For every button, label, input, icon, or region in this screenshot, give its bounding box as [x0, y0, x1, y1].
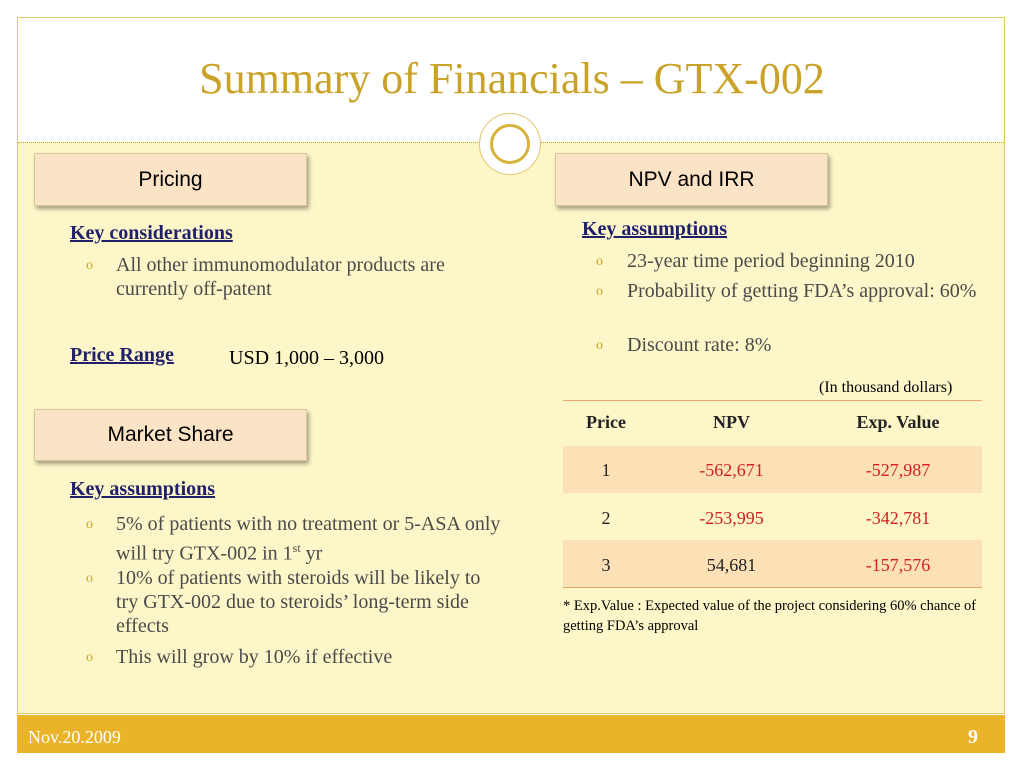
circle-bullet-icon: o — [596, 254, 603, 269]
table-cell-price: 2 — [601, 508, 611, 528]
market-share-header: Market Share — [34, 409, 307, 461]
superscript-st: st — [292, 541, 301, 555]
table-header-exp-value: Exp. Value — [856, 412, 940, 432]
table-bottom-rule — [563, 587, 982, 588]
table-row-shade — [563, 540, 982, 587]
footer-date: Nov.20.2009 — [28, 727, 121, 747]
pricing-considerations-heading: Key considerations — [70, 222, 233, 244]
table-row-shade — [563, 446, 982, 493]
circle-bullet-icon: o — [86, 517, 93, 532]
table-unit-note: (In thousand dollars) — [819, 379, 953, 396]
pricing-consideration-item: All other immunomodulator products are c… — [116, 254, 445, 300]
ring-ornament-inner — [490, 124, 530, 164]
ring-ornament-icon — [479, 113, 541, 175]
circle-bullet-icon: o — [86, 650, 93, 665]
price-range-label: Price Range — [70, 344, 174, 366]
market-share-item-1-end: yr — [300, 542, 323, 565]
circle-bullet-icon: o — [596, 284, 603, 299]
table-top-rule — [563, 400, 982, 401]
npv-irr-header: NPV and IRR — [555, 153, 828, 206]
slide-title: Summary of Financials – GTX-002 — [199, 54, 825, 103]
table-cell-price: 1 — [601, 460, 611, 480]
table-footnote: * Exp.Value : Expected value of the proj… — [563, 598, 977, 634]
price-range-value: USD 1,000 – 3,000 — [229, 347, 385, 369]
npv-assumption-item: Discount rate: 8% — [627, 334, 772, 356]
market-share-item-1: 5% of patients with no treatment or 5-AS… — [116, 512, 516, 566]
npv-assumptions-heading: Key assumptions — [582, 218, 728, 240]
market-share-item-2: 10% of patients with steroids will be li… — [116, 567, 481, 637]
table-cell-exp-value: -342,781 — [865, 508, 931, 528]
npv-assumption-item: 23-year time period beginning 2010 — [627, 250, 915, 272]
table-cell-exp-value: -527,987 — [865, 460, 931, 480]
table-cell-npv: -562,671 — [699, 460, 764, 480]
page-number: 9 — [968, 726, 978, 748]
footer-bar — [17, 715, 1005, 753]
npv-assumption-item: Probability of getting FDA’s approval: 6… — [627, 280, 977, 302]
table-header-price: Price — [586, 412, 626, 432]
circle-bullet-icon: o — [86, 258, 93, 273]
table-cell-npv: -253,995 — [699, 508, 764, 528]
table-cell-price: 3 — [601, 555, 611, 575]
table-header-npv: NPV — [713, 412, 750, 432]
table-cell-npv: 54,681 — [706, 555, 757, 575]
market-share-assumptions-heading: Key assumptions — [70, 478, 216, 500]
market-share-item-1-text: 5% of patients with no treatment or 5-AS… — [116, 513, 501, 565]
market-share-item-3: This will grow by 10% if effective — [116, 646, 393, 668]
circle-bullet-icon: o — [86, 571, 93, 586]
pricing-header: Pricing — [34, 153, 307, 206]
circle-bullet-icon: o — [596, 338, 603, 353]
table-cell-exp-value: -157,576 — [865, 555, 931, 575]
